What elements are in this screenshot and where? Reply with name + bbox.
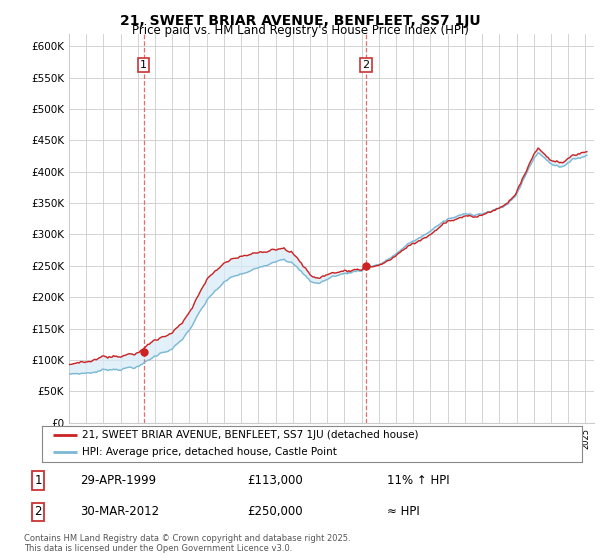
Text: Contains HM Land Registry data © Crown copyright and database right 2025.
This d: Contains HM Land Registry data © Crown c… bbox=[24, 534, 350, 553]
Text: 21, SWEET BRIAR AVENUE, BENFLEET, SS7 1JU (detached house): 21, SWEET BRIAR AVENUE, BENFLEET, SS7 1J… bbox=[83, 431, 419, 440]
Text: £250,000: £250,000 bbox=[247, 505, 303, 519]
Text: HPI: Average price, detached house, Castle Point: HPI: Average price, detached house, Cast… bbox=[83, 447, 337, 457]
Text: 30-MAR-2012: 30-MAR-2012 bbox=[80, 505, 159, 519]
Text: 1: 1 bbox=[34, 474, 42, 487]
Text: 11% ↑ HPI: 11% ↑ HPI bbox=[387, 474, 449, 487]
Text: 2: 2 bbox=[362, 60, 370, 70]
Text: 29-APR-1999: 29-APR-1999 bbox=[80, 474, 156, 487]
Text: Price paid vs. HM Land Registry's House Price Index (HPI): Price paid vs. HM Land Registry's House … bbox=[131, 24, 469, 37]
Text: 1: 1 bbox=[140, 60, 147, 70]
Text: 2: 2 bbox=[34, 505, 42, 519]
Text: 21, SWEET BRIAR AVENUE, BENFLEET, SS7 1JU: 21, SWEET BRIAR AVENUE, BENFLEET, SS7 1J… bbox=[119, 14, 481, 28]
Text: ≈ HPI: ≈ HPI bbox=[387, 505, 419, 519]
Text: £113,000: £113,000 bbox=[247, 474, 303, 487]
